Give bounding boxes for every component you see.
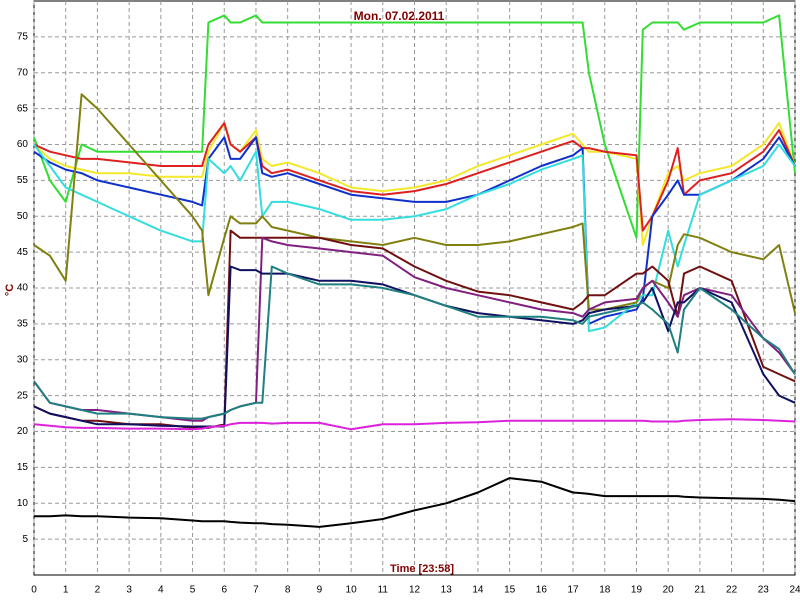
x-tick-label: 16 bbox=[536, 585, 548, 596]
y-tick-label: 25 bbox=[17, 390, 29, 401]
x-tick-label: 22 bbox=[726, 585, 738, 596]
y-tick-label: 10 bbox=[17, 498, 29, 509]
series-line bbox=[33, 418, 796, 431]
x-tick-label: 20 bbox=[663, 585, 675, 596]
y-tick-label: 70 bbox=[17, 67, 29, 78]
x-tick-label: 18 bbox=[599, 585, 611, 596]
x-tick-label: 6 bbox=[221, 585, 227, 596]
x-tick-label: 14 bbox=[472, 585, 484, 596]
x-tick-label: 23 bbox=[758, 585, 770, 596]
series-line bbox=[33, 143, 796, 333]
series-line bbox=[33, 122, 796, 246]
y-tick-label: 15 bbox=[17, 462, 29, 473]
x-tick-label: 9 bbox=[317, 585, 323, 596]
x-tick-label: 2 bbox=[95, 585, 101, 596]
y-tick-label: 50 bbox=[17, 211, 29, 222]
x-tick-label: 5 bbox=[190, 585, 196, 596]
x-tick-label: 10 bbox=[346, 585, 358, 596]
x-axis-label: Time [23:58] bbox=[390, 563, 454, 575]
y-axis-label: °C bbox=[4, 284, 16, 296]
x-tick-label: 0 bbox=[31, 585, 37, 596]
x-tick-label: 7 bbox=[253, 585, 259, 596]
chart-title: Mon. 07.02.2011 bbox=[354, 9, 445, 23]
x-tick-label: 19 bbox=[631, 585, 643, 596]
x-tick-label: 21 bbox=[694, 585, 706, 596]
x-tick-label: 3 bbox=[126, 585, 132, 596]
x-tick-label: 15 bbox=[504, 585, 516, 596]
y-tick-label: 20 bbox=[17, 426, 29, 437]
x-tick-label: 12 bbox=[409, 585, 421, 596]
x-tick-label: 13 bbox=[441, 585, 453, 596]
y-tick-label: 35 bbox=[17, 319, 29, 330]
series-line bbox=[33, 236, 796, 422]
x-tick-label: 8 bbox=[285, 585, 291, 596]
series-line bbox=[33, 122, 796, 232]
y-tick-label: 75 bbox=[17, 32, 29, 43]
series-line bbox=[33, 265, 796, 428]
series-line bbox=[33, 14, 796, 239]
y-tick-label: 65 bbox=[17, 103, 29, 114]
y-tick-label: 5 bbox=[22, 534, 28, 545]
x-tick-label: 24 bbox=[789, 585, 800, 596]
x-tick-label: 4 bbox=[158, 585, 164, 596]
x-tick-label: 1 bbox=[63, 585, 69, 596]
y-tick-label: 30 bbox=[17, 354, 29, 365]
x-tick-label: 11 bbox=[378, 585, 389, 596]
y-tick-label: 45 bbox=[17, 247, 29, 258]
lines bbox=[33, 14, 796, 528]
y-tick-label: 40 bbox=[17, 283, 29, 294]
x-tick-label: 17 bbox=[567, 585, 579, 596]
y-tick-label: 55 bbox=[17, 175, 29, 186]
series-line bbox=[34, 477, 796, 528]
series-line bbox=[33, 265, 796, 420]
series-line bbox=[33, 93, 796, 314]
y-tick-label: 60 bbox=[17, 139, 29, 150]
